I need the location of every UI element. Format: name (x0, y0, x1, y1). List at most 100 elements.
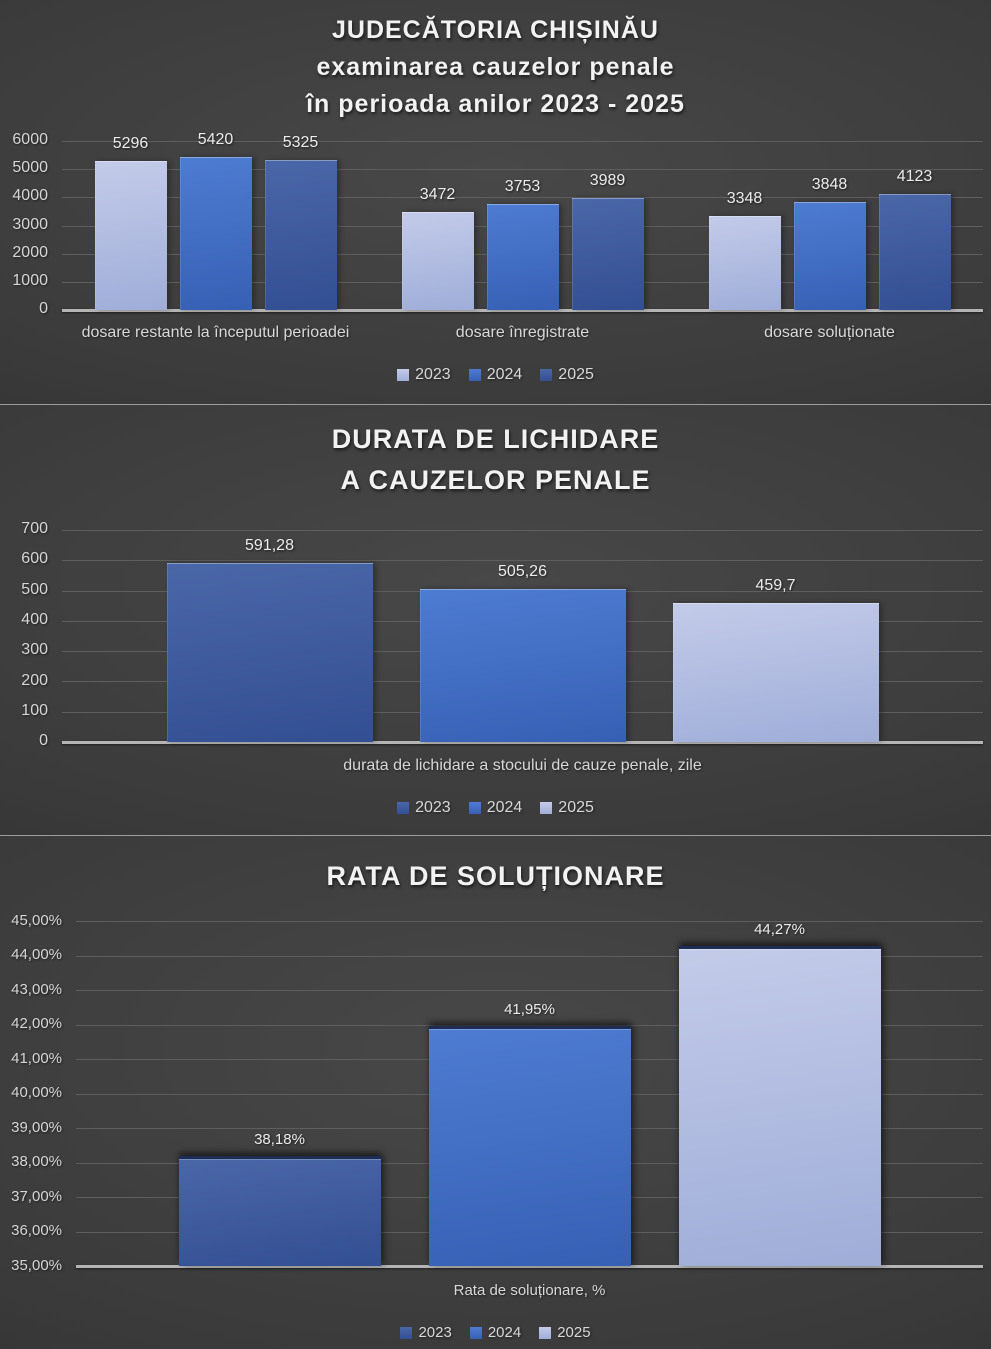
bar-2023 (178, 1156, 381, 1266)
y-axis-tick-label: 100 (21, 701, 48, 719)
gridline (76, 990, 983, 991)
y-axis-tick-label: 200 (21, 671, 48, 689)
gridline (76, 1024, 983, 1026)
y-axis-tick-label: 700 (21, 520, 48, 538)
x-axis-baseline (62, 309, 983, 312)
gridline (62, 197, 983, 199)
y-axis-tick-label: 4000 (12, 187, 48, 205)
y-axis-tick-label: 38,00% (11, 1153, 62, 1171)
bar-2025 (672, 603, 879, 742)
y-axis-tick-label: 37,00% (11, 1187, 62, 1205)
y-axis-tick-label: 400 (21, 610, 48, 628)
y-axis-tick-label: 36,00% (11, 1222, 62, 1240)
legend-marker-2023-icon (397, 802, 410, 814)
legend-marker-2025-icon (540, 369, 553, 381)
y-axis-tick-label: 35,00% (11, 1256, 62, 1274)
bar-2024 (428, 1026, 631, 1266)
bar-2025 (264, 160, 337, 310)
bar-value-label: 44,27% (754, 921, 805, 938)
y-axis-tick-label: 0 (39, 300, 48, 318)
legend-label: 2024 (486, 366, 523, 383)
bar-value-label: 3472 (419, 186, 456, 203)
y-axis-tick-label: 2000 (12, 243, 48, 261)
chart-title: DURATA DE LICHIDARE A CAUZELOR PENALE (0, 419, 991, 501)
legend-marker-2025-icon (540, 802, 553, 814)
x-axis-baseline (76, 1265, 983, 1268)
bar-value-label: 3989 (589, 172, 626, 189)
category-label: durata de lichidare a stocului de cauze … (343, 757, 702, 774)
y-axis-tick-label: 42,00% (11, 1015, 62, 1033)
legend-label: 2025 (558, 799, 594, 816)
y-axis-tick-label: 43,00% (11, 980, 62, 998)
chart-title: RATA DE SOLUȚIONARE (0, 858, 991, 894)
legend-item-2024: 2024 (468, 366, 523, 384)
y-axis-tick-label: 1000 (12, 271, 48, 289)
gridline (62, 169, 983, 171)
legend-item-2025: 2025 (539, 1324, 591, 1341)
category-label: Rata de soluționare, % (453, 1282, 606, 1299)
bar-value-label: 459,7 (755, 577, 796, 594)
y-axis-tick-label: 5000 (12, 159, 48, 177)
bar-value-label: 38,18% (254, 1131, 305, 1148)
legend-label: 2023 (415, 366, 451, 383)
bar-2025 (678, 946, 881, 1266)
y-axis-tick-label: 39,00% (11, 1118, 62, 1136)
legend-label: 2023 (418, 1324, 452, 1341)
bar-2024 (486, 204, 559, 310)
legend: 2023 2024 2025 (0, 366, 991, 384)
gridline (62, 560, 983, 562)
legend-marker-2023-icon (397, 369, 410, 381)
gridline (76, 955, 983, 957)
legend-marker-2024-icon (468, 802, 481, 814)
legend-label: 2024 (487, 1324, 522, 1341)
chart-title: JUDECĂTORIA CHIȘINĂU examinarea cauzelor … (0, 12, 991, 123)
category-label: dosare restante la începutul perioadei (81, 324, 350, 341)
y-axis-tick-label: 300 (21, 641, 48, 659)
bar-2024 (793, 202, 866, 310)
bar-value-label: 5296 (112, 135, 149, 152)
bar-value-label: 3348 (726, 190, 763, 207)
bar-2023 (166, 563, 373, 742)
legend-label: 2024 (486, 799, 523, 816)
legend-label: 2023 (415, 799, 451, 816)
bar-2025 (878, 194, 951, 310)
bar-2025 (571, 198, 644, 310)
y-axis-tick-label: 41,00% (11, 1049, 62, 1067)
bar-value-label: 3753 (504, 178, 541, 195)
bar-value-label: 5420 (197, 131, 234, 148)
chart-criminal-cases-examined: JUDECĂTORIA CHIȘINĂU examinarea cauzelor … (0, 0, 991, 404)
legend-item-2024: 2024 (469, 1324, 522, 1341)
legend: 2023 2024 2025 (0, 799, 991, 817)
bar-value-label: 5325 (282, 134, 319, 151)
bar-value-label: 3848 (811, 176, 848, 193)
legend-item-2025: 2025 (540, 366, 594, 384)
y-axis-tick-label: 40,00% (11, 1084, 62, 1102)
legend-label: 2025 (558, 366, 594, 383)
legend-item-2024: 2024 (468, 799, 523, 817)
chart-title-line: A CAUZELOR PENALE (340, 465, 651, 495)
y-axis-tick-label: 0 (39, 732, 48, 750)
bar-2023 (708, 216, 781, 310)
bar-value-label: 505,26 (498, 563, 547, 580)
legend-item-2025: 2025 (540, 799, 594, 817)
bar-value-label: 41,95% (504, 1001, 555, 1018)
bar-2024 (179, 157, 252, 310)
y-axis-tick-label: 6000 (12, 131, 48, 149)
bar-value-label: 591,28 (245, 537, 294, 554)
y-axis-tick-label: 45,00% (11, 911, 62, 929)
chart-title-line: examinarea cauzelor penale (316, 53, 675, 81)
legend-item-2023: 2023 (397, 799, 451, 817)
chart-liquidation-duration: DURATA DE LICHIDARE A CAUZELOR PENALE 0 100… (0, 404, 991, 835)
chart-resolution-rate: RATA DE SOLUȚIONARE 35,00% 36,00% 37,00% 38,… (0, 835, 991, 1349)
bar-2024 (419, 589, 626, 742)
legend-item-2023: 2023 (397, 366, 451, 384)
bar-2023 (94, 161, 167, 310)
chart-title-line: în perioada anilor 2023 - 2025 (306, 90, 685, 118)
gridline (62, 530, 983, 531)
legend-label: 2025 (557, 1324, 591, 1341)
bar-value-label: 4123 (896, 168, 933, 185)
y-axis-tick-label: 3000 (12, 215, 48, 233)
legend-marker-2025-icon (539, 1326, 552, 1339)
gridline (62, 141, 983, 142)
